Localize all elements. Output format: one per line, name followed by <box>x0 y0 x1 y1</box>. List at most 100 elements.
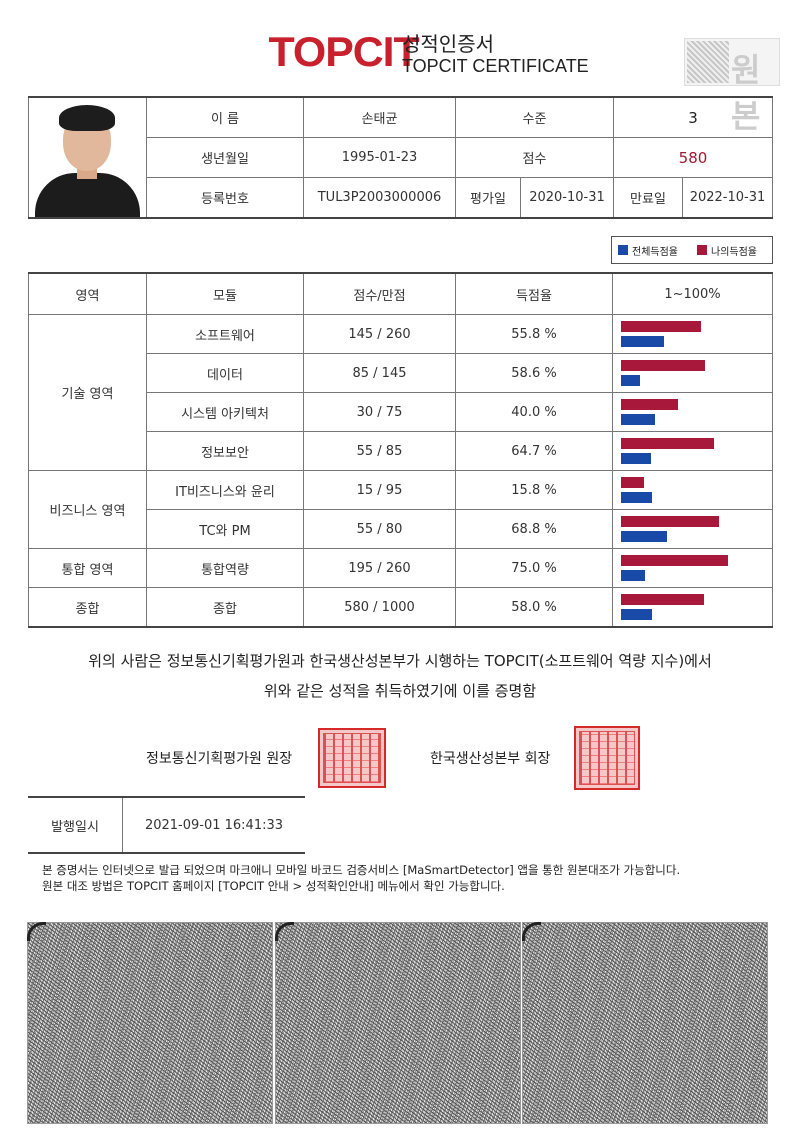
certificate-title-korean: 성적인증서 <box>402 32 494 56</box>
kpc-seal-stamp <box>574 726 640 790</box>
score-cell: 55 / 80 <box>303 509 456 549</box>
my-rate-bar <box>621 399 679 410</box>
expire-date-label: 만료일 <box>613 177 683 219</box>
overall-rate-bar <box>621 336 664 347</box>
signer-iitp: 정보통신기획평가원 원장 <box>146 751 293 767</box>
header-score: 점수/만점 <box>303 272 456 315</box>
score-row: 시스템 아키텍처 30 / 75 40.0 % <box>29 392 773 432</box>
personal-info-table: 이 름 손태균 수준 3 생년월일 1995-01-23 점수 580 등록번호… <box>28 96 773 219</box>
area-cell: 기술 영역 <box>28 314 147 471</box>
applicant-photo <box>29 98 146 217</box>
rate-cell: 75.0 % <box>455 548 613 588</box>
name-label: 이 름 <box>146 96 304 138</box>
area-cell: 종합 <box>28 587 147 628</box>
overall-rate-bar <box>621 609 653 620</box>
my-rate-bar <box>621 321 701 332</box>
score-cell: 55 / 85 <box>303 431 456 471</box>
rate-bar-cell <box>612 392 773 432</box>
score-cell: 145 / 260 <box>303 314 456 354</box>
statement-line-1: 위의 사람은 정보통신기획평가원과 한국생산성본부가 시행하는 TOPCIT(소… <box>88 652 712 670</box>
level-label: 수준 <box>455 96 614 138</box>
overall-rate-bar <box>621 570 646 581</box>
score-row: 비즈니스 영역 IT비즈니스와 윤리 15 / 95 15.8 % <box>28 470 773 549</box>
score-row: 통합 영역 통합역량 195 / 260 75.0 % <box>28 548 773 588</box>
my-rate-bar <box>621 555 729 566</box>
rate-cell: 55.8 % <box>455 314 613 354</box>
notice-line-2: 원본 대조 방법은 TOPCIT 홈페이지 [TOPCIT 안내 > 성적확인안… <box>42 879 505 893</box>
rate-cell: 58.6 % <box>455 353 613 393</box>
security-barcode-3 <box>522 922 768 1124</box>
qr-code-icon <box>687 41 729 83</box>
score-cell: 15 / 95 <box>303 470 456 510</box>
verification-notice: 본 증명서는 인터넷으로 발급 되었으며 마크애니 모바일 바코드 검증서비스 … <box>42 862 680 894</box>
score-label: 점수 <box>455 137 614 178</box>
name-value: 손태균 <box>303 96 456 138</box>
module-cell: TC와 PM <box>146 509 304 549</box>
module-cell: 시스템 아키텍처 <box>146 392 304 432</box>
rate-cell: 68.8 % <box>455 509 613 549</box>
rate-cell: 40.0 % <box>455 392 613 432</box>
rate-bar-cell <box>612 548 773 588</box>
issue-label: 발행일시 <box>28 797 123 853</box>
birth-value: 1995-01-23 <box>303 137 456 178</box>
eval-date-label: 평가일 <box>455 177 521 219</box>
score-cell: 195 / 260 <box>303 548 456 588</box>
header-range: 1~100% <box>612 272 773 315</box>
legend-mine-label: 나의득점율 <box>711 247 757 258</box>
chart-legend: 전체득점율 나의득점율 <box>611 236 773 264</box>
legend-all-swatch <box>618 245 628 255</box>
header-rate: 득점율 <box>455 272 613 315</box>
rate-bar-cell <box>612 314 773 354</box>
area-cell: 통합 영역 <box>28 548 147 588</box>
rate-bar-cell <box>612 587 773 628</box>
module-cell: 종합 <box>146 587 304 628</box>
overall-rate-bar <box>621 492 653 503</box>
reg-value: TUL3P2003000006 <box>303 177 456 219</box>
module-cell: 정보보안 <box>146 431 304 471</box>
overall-rate-bar <box>621 375 640 386</box>
notice-line-1: 본 증명서는 인터넷으로 발급 되었으며 마크애니 모바일 바코드 검증서비스 … <box>42 863 681 877</box>
overall-rate-bar <box>621 531 667 542</box>
certification-statement: 위의 사람은 정보통신기획평가원과 한국생산성본부가 시행하는 TOPCIT(소… <box>0 646 800 706</box>
overall-rate-bar <box>621 453 652 464</box>
score-row: 정보보안 55 / 85 64.7 % <box>29 431 773 471</box>
area-cell: 비즈니스 영역 <box>28 470 147 549</box>
rate-bar-cell <box>612 470 773 510</box>
my-rate-bar <box>621 516 720 527</box>
score-row: TC와 PM 55 / 80 68.8 % <box>29 509 773 549</box>
score-row: 기술 영역 소프트웨어 145 / 260 55.8 % <box>28 314 773 471</box>
rate-cell: 15.8 % <box>455 470 613 510</box>
rate-cell: 64.7 % <box>455 431 613 471</box>
reg-label: 등록번호 <box>146 177 304 219</box>
rate-bar-cell <box>612 353 773 393</box>
module-cell: 데이터 <box>146 353 304 393</box>
score-row: 데이터 85 / 145 58.6 % <box>29 353 773 393</box>
my-rate-bar <box>621 594 704 605</box>
photo-cell <box>28 96 147 219</box>
header-area: 영역 <box>28 272 147 315</box>
score-cell: 580 / 1000 <box>303 587 456 628</box>
legend-all-label: 전체득점율 <box>632 247 678 258</box>
security-barcode-1 <box>27 922 273 1124</box>
issue-datetime: 2021-09-01 16:41:33 <box>144 817 284 833</box>
iitp-seal-stamp <box>318 728 386 788</box>
birth-label: 생년월일 <box>146 137 304 178</box>
statement-line-2: 위와 같은 성적을 취득하였기에 이를 증명함 <box>263 682 537 700</box>
score-value: 580 <box>613 137 773 178</box>
signer-kpc: 한국생산성본부 회장 <box>430 751 551 767</box>
issue-info-table: 발행일시 2021-09-01 16:41:33 <box>28 796 305 854</box>
level-value: 3 <box>613 96 773 138</box>
score-cell: 85 / 145 <box>303 353 456 393</box>
score-row: 종합 종합 580 / 1000 58.0 % <box>28 587 773 628</box>
overall-rate-bar <box>621 414 656 425</box>
score-cell: 30 / 75 <box>303 392 456 432</box>
module-cell: 소프트웨어 <box>146 314 304 354</box>
expire-date-value: 2022-10-31 <box>682 177 773 219</box>
rate-bar-cell <box>612 509 773 549</box>
header-module: 모듈 <box>146 272 304 315</box>
my-rate-bar <box>621 477 644 488</box>
certificate-title-english: TOPCIT CERTIFICATE <box>402 56 589 76</box>
rate-cell: 58.0 % <box>455 587 613 628</box>
module-cell: 통합역량 <box>146 548 304 588</box>
topcit-logo: TOPCIT <box>268 28 420 75</box>
